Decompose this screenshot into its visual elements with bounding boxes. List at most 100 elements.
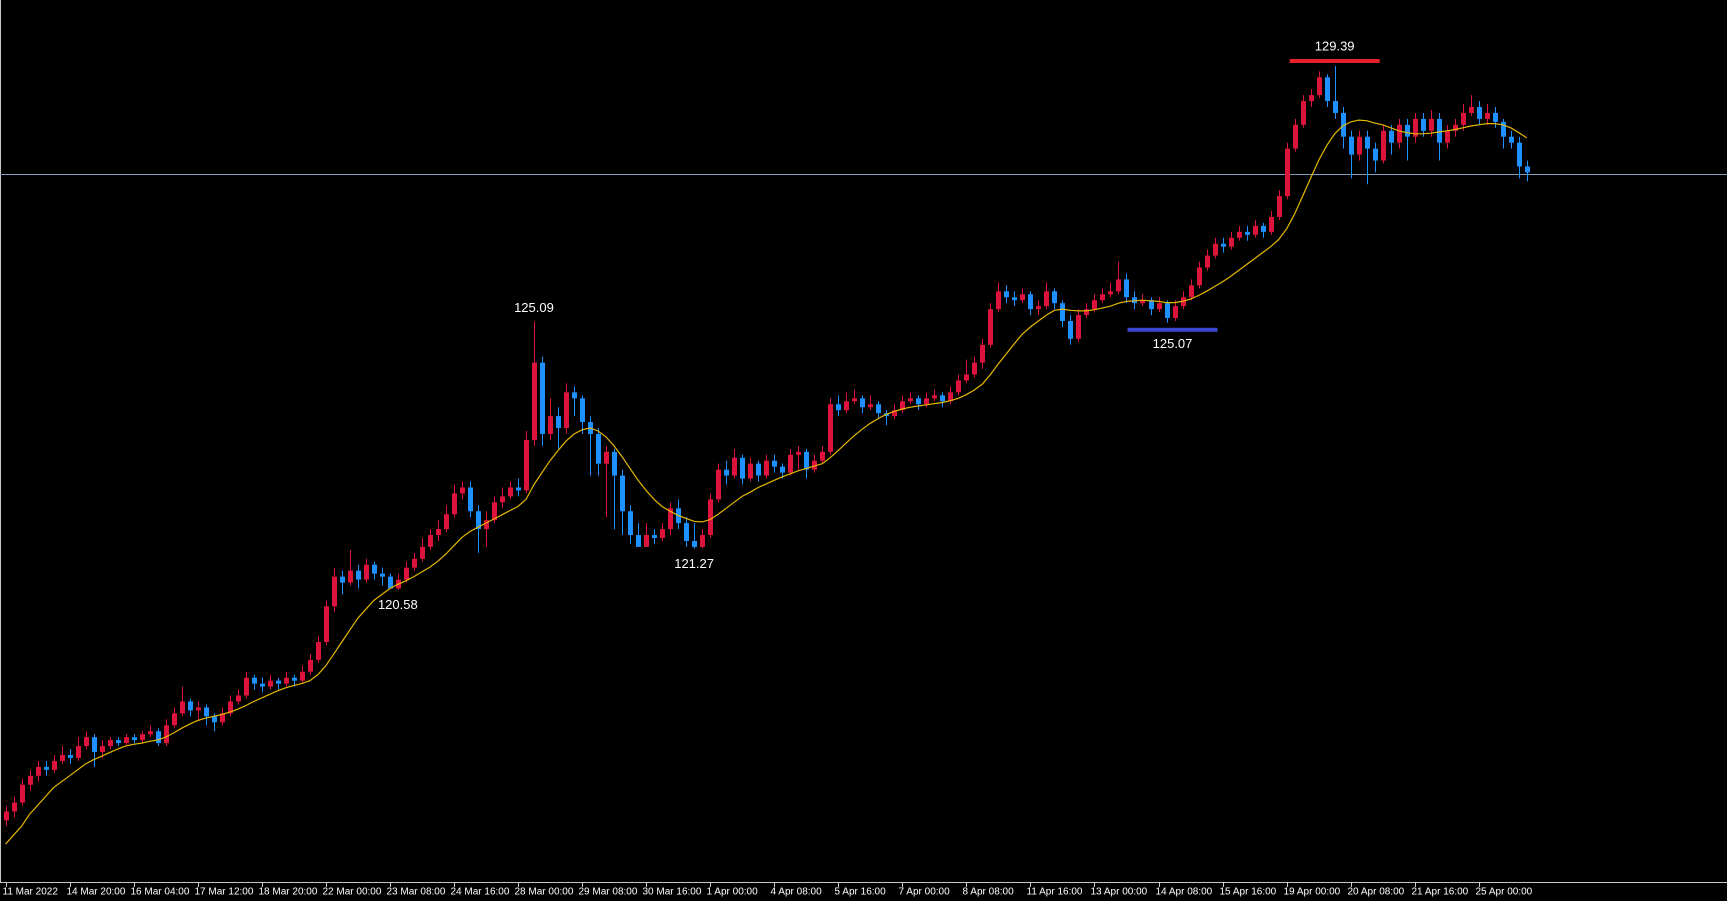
candle-body [604,451,609,464]
candle-body [828,404,833,452]
candle-body [1477,107,1482,119]
x-tick-label: 5 Apr 16:00 [835,887,887,898]
candle-body [844,401,849,411]
candle-body [1213,243,1218,256]
candle-body [52,760,57,770]
candle-body [820,451,825,461]
candle-body [68,754,73,758]
x-tick-label: 18 Mar 20:00 [259,887,318,898]
candle-body [164,725,169,744]
candle-body [212,716,217,723]
candle-body [1285,148,1290,197]
candle-body [1116,279,1121,292]
candle-body [1469,107,1474,113]
candle-body [868,404,873,408]
candle-body [1525,166,1530,173]
candle-body [524,439,529,491]
candle-body [276,680,281,684]
x-tick-label: 14 Mar 20:00 [67,887,126,898]
candle-body [316,642,321,660]
candle-body [1076,315,1081,339]
candle-body [1341,112,1346,137]
candle-body [1365,136,1370,149]
candle-body [556,416,561,429]
candle-body [452,493,457,515]
candle-body [356,570,361,580]
candle-body [668,508,673,530]
x-tick-label: 24 Mar 16:00 [451,887,510,898]
candle-body [1485,112,1490,119]
candle-body [188,701,193,711]
candle-body [244,677,249,696]
candle-body [1413,118,1418,137]
candle-body [1197,267,1202,286]
candle-body [1269,216,1274,232]
candle-body [388,576,393,589]
candle-body [1325,77,1330,102]
candle-body [1445,130,1450,143]
candle-body [60,754,65,761]
candle-body [684,523,689,541]
candle-body [780,466,785,473]
candle-body [1253,225,1258,235]
candle-body [4,811,9,821]
candle-body [404,567,409,580]
candle-body [1461,112,1466,125]
x-tick-label: 17 Mar 12:00 [195,887,254,898]
candle-body [364,564,369,580]
candle-body [508,487,513,497]
candle-body [1165,303,1170,319]
candle-body [516,487,521,491]
candle-body [460,487,465,494]
candle-body [1357,136,1362,155]
candle-body [972,362,977,375]
candle-body [1293,124,1298,149]
candle-body [1405,124,1410,137]
candle-body [1381,130,1386,161]
candle-body [564,392,569,429]
candle-body [324,606,329,643]
candle-body [428,535,433,547]
x-tick-label: 11 Mar 2022 [3,887,59,898]
annotation-label: 125.09 [514,300,554,315]
candle-body [1100,294,1105,301]
candle-body [1036,306,1041,310]
candle-body [980,344,985,363]
candle-body [476,511,481,530]
candle-body [332,576,337,607]
x-tick-label: 23 Mar 08:00 [387,887,446,898]
candle-body [956,380,961,393]
candle-body [1389,130,1394,143]
candle-body [196,707,201,711]
candle-body [804,451,809,470]
candle-body [140,734,145,741]
x-tick-label: 25 Apr 00:00 [1476,887,1533,898]
candle-body [948,392,953,402]
candle-body [660,529,665,538]
candle-body [932,395,937,399]
candle-body [372,564,377,574]
x-tick-label: 20 Apr 08:00 [1348,887,1405,898]
candle-body [620,475,625,512]
candle-body [300,671,305,681]
candle-body [292,677,297,681]
candle-body [84,737,89,747]
candle-body [644,535,649,547]
candle-body [796,451,801,455]
candle-body [540,362,545,434]
x-tick-label: 4 Apr 08:00 [771,887,823,898]
candle-body [652,535,657,538]
candle-body [852,398,857,402]
candle-body [492,502,497,521]
candle-body [36,766,41,776]
candle-body [100,746,105,753]
candle-body [1493,112,1498,122]
candle-body [1221,243,1226,247]
candle-body [1309,95,1314,102]
candle-body [1261,225,1266,232]
candle-body [1245,231,1250,235]
candle-body [204,707,209,717]
candle-body [436,529,441,536]
candle-body [1020,294,1025,301]
candle-body [420,546,425,559]
